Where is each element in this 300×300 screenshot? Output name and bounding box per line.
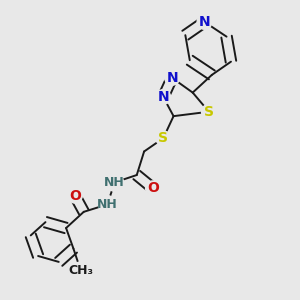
Circle shape <box>68 188 82 203</box>
Circle shape <box>156 131 171 146</box>
Text: CH₃: CH₃ <box>68 264 93 277</box>
Text: O: O <box>69 189 81 202</box>
Circle shape <box>72 262 90 280</box>
Text: N: N <box>158 90 169 104</box>
Text: S: S <box>158 131 168 145</box>
Text: NH: NH <box>97 198 118 211</box>
Circle shape <box>197 15 212 29</box>
Text: NH: NH <box>104 176 125 189</box>
Circle shape <box>106 174 124 191</box>
Text: S: S <box>204 105 214 119</box>
Text: N: N <box>166 71 178 85</box>
Circle shape <box>98 196 116 213</box>
Text: N: N <box>199 15 210 29</box>
Circle shape <box>165 70 179 85</box>
Circle shape <box>202 104 216 119</box>
Circle shape <box>156 90 171 104</box>
Text: O: O <box>147 181 159 195</box>
Circle shape <box>146 181 160 196</box>
